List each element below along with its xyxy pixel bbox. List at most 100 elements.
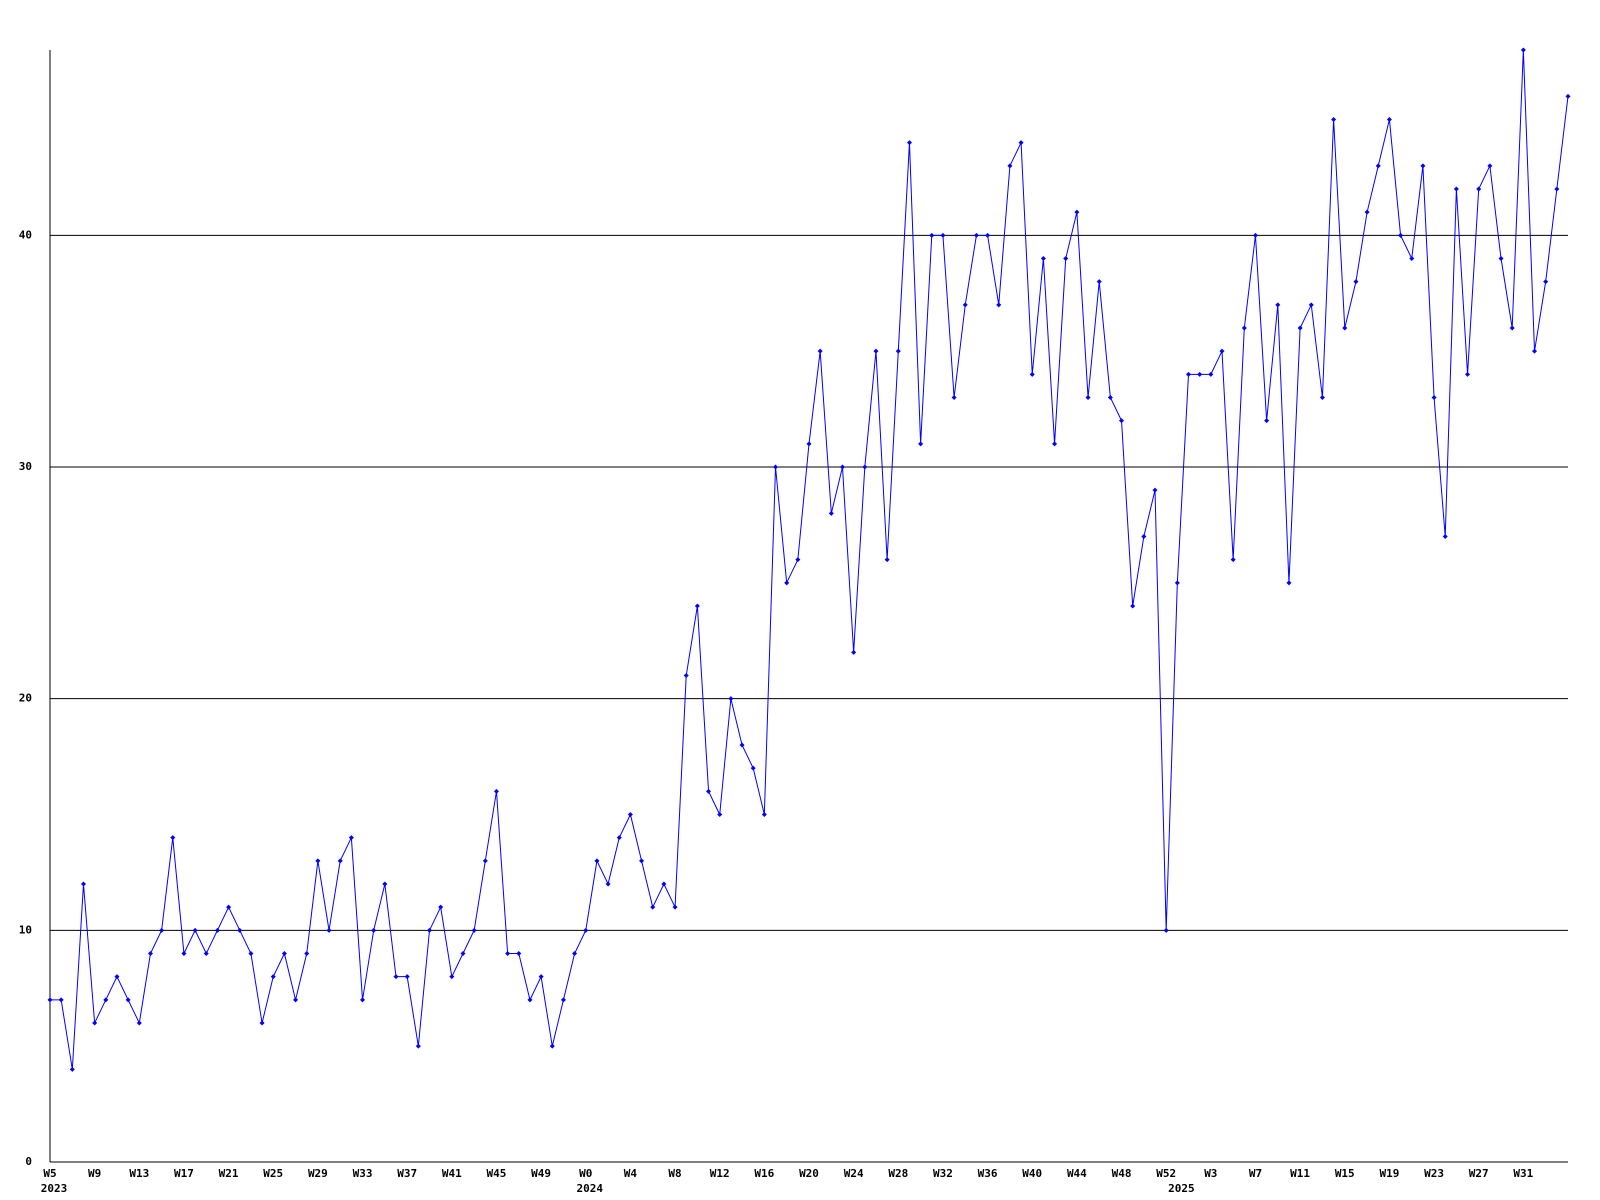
data-point [404, 974, 410, 980]
data-point [717, 812, 723, 817]
data-point [1275, 302, 1281, 308]
data-point [1230, 557, 1236, 563]
data-point [482, 858, 488, 864]
data-point [1063, 256, 1069, 261]
data-point [47, 997, 53, 1003]
data-point [583, 927, 589, 933]
data-point [505, 951, 511, 956]
data-point [1264, 418, 1270, 424]
data-point [1386, 117, 1392, 122]
data-point [170, 835, 176, 841]
data-point [1509, 325, 1515, 331]
data-point [929, 232, 935, 238]
data-point [214, 927, 220, 933]
x-tick-label: W15 [1335, 1167, 1355, 1180]
data-point [1085, 395, 1091, 400]
data-point [493, 788, 499, 794]
data-point [940, 232, 946, 238]
data-point [1040, 256, 1046, 261]
x-tick-label: W48 [1112, 1167, 1132, 1180]
x-tick-label: W24 [844, 1167, 864, 1180]
data-point [438, 904, 444, 910]
data-point [1018, 140, 1024, 146]
data-point [449, 974, 455, 980]
x-tick-label: W20 [799, 1167, 819, 1180]
data-point [415, 1043, 421, 1049]
x-tick-label: W41 [442, 1167, 462, 1180]
data-point [226, 904, 232, 910]
x-tick-label: W16 [754, 1167, 774, 1180]
data-point [1096, 279, 1102, 285]
data-point [884, 557, 890, 563]
x-tick-label: W25 [263, 1167, 283, 1180]
data-point [360, 997, 366, 1003]
data-point [918, 441, 924, 447]
data-point [1074, 209, 1080, 215]
data-point [728, 696, 734, 702]
data-point [393, 974, 399, 980]
data-point [538, 974, 544, 980]
data-point [1520, 47, 1526, 53]
data-point [181, 951, 187, 956]
data-point [1453, 186, 1459, 192]
x-tick-label: W29 [308, 1167, 328, 1180]
data-point [1543, 279, 1549, 285]
x-tick-label: W19 [1379, 1167, 1399, 1180]
data-point [906, 140, 912, 146]
data-point [1029, 371, 1035, 377]
data-point [1554, 186, 1560, 192]
x-year-label: 2024 [577, 1182, 604, 1195]
data-point [560, 997, 566, 1003]
data-point [348, 835, 354, 841]
data-point [784, 580, 790, 586]
data-point [1532, 348, 1538, 354]
data-point [817, 348, 823, 354]
data-point [750, 765, 756, 771]
x-tick-label: W23 [1424, 1167, 1444, 1180]
data-point [1487, 163, 1493, 169]
x-tick-label: W49 [531, 1167, 551, 1180]
data-point [1476, 186, 1482, 192]
data-point [1364, 209, 1370, 215]
x-tick-label: W9 [88, 1167, 101, 1180]
data-point [1565, 93, 1571, 99]
data-point [337, 858, 343, 864]
data-point [304, 951, 310, 956]
data-point [1498, 256, 1504, 261]
data-point [572, 951, 578, 956]
data-point [1442, 534, 1448, 539]
data-point [996, 302, 1002, 308]
x-tick-label: W52 [1156, 1167, 1176, 1180]
data-point [326, 927, 332, 933]
data-point [951, 395, 957, 400]
x-tick-label: W37 [397, 1167, 417, 1180]
y-tick-label: 30 [19, 460, 32, 473]
data-point [594, 858, 600, 864]
x-tick-label: W0 [579, 1167, 592, 1180]
x-tick-label: W7 [1249, 1167, 1262, 1180]
x-tick-label: W33 [353, 1167, 373, 1180]
data-point [1465, 371, 1471, 377]
y-tick-label: 0 [25, 1155, 32, 1168]
data-point [1297, 325, 1303, 331]
data-point [203, 951, 209, 956]
data-point [1375, 163, 1381, 169]
data-point [103, 997, 109, 1003]
data-point [973, 232, 979, 238]
x-tick-label: W27 [1469, 1167, 1489, 1180]
x-tick-label: W8 [668, 1167, 681, 1180]
x-tick-label: W3 [1204, 1167, 1217, 1180]
x-tick-label: W28 [888, 1167, 908, 1180]
data-point [371, 927, 377, 933]
data-point [1353, 279, 1359, 285]
x-tick-label: W17 [174, 1167, 194, 1180]
data-point [1409, 256, 1415, 261]
data-point [1319, 395, 1325, 400]
x-tick-label: W12 [710, 1167, 730, 1180]
data-point [1219, 348, 1225, 354]
data-point [248, 951, 254, 956]
data-point [985, 232, 991, 238]
data-point [281, 951, 287, 956]
data-point [806, 441, 812, 447]
data-point [739, 742, 745, 748]
